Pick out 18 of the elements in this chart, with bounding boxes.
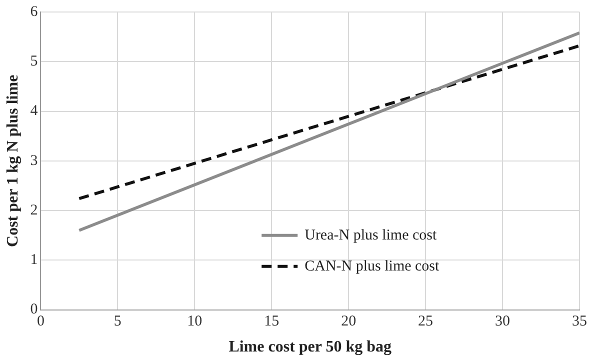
- y-tick-label: 3: [30, 152, 38, 169]
- y-tick-label: 6: [30, 4, 38, 20]
- x-tick-label: 30: [495, 314, 510, 330]
- x-tick-label: 5: [114, 314, 122, 330]
- x-tick-label: 25: [418, 314, 434, 330]
- y-tick-label: 4: [30, 103, 38, 120]
- y-tick-label: 5: [30, 54, 38, 70]
- x-tick-label: 15: [264, 314, 280, 330]
- x-tick-label: 20: [341, 314, 356, 330]
- y-axis-title: Cost per 1 kg N plus lime: [4, 74, 22, 247]
- x-tick-label: 35: [572, 314, 587, 330]
- x-axis-title: Lime cost per 50 kg bag: [228, 338, 392, 356]
- legend-label: Urea-N plus lime cost: [304, 227, 438, 244]
- x-tick-label: 10: [187, 314, 202, 330]
- y-tick-label: 0: [30, 302, 38, 318]
- y-tick-label: 2: [30, 202, 38, 218]
- y-tick-label: 1: [30, 252, 38, 268]
- legend-label: CAN-N plus lime cost: [304, 258, 440, 274]
